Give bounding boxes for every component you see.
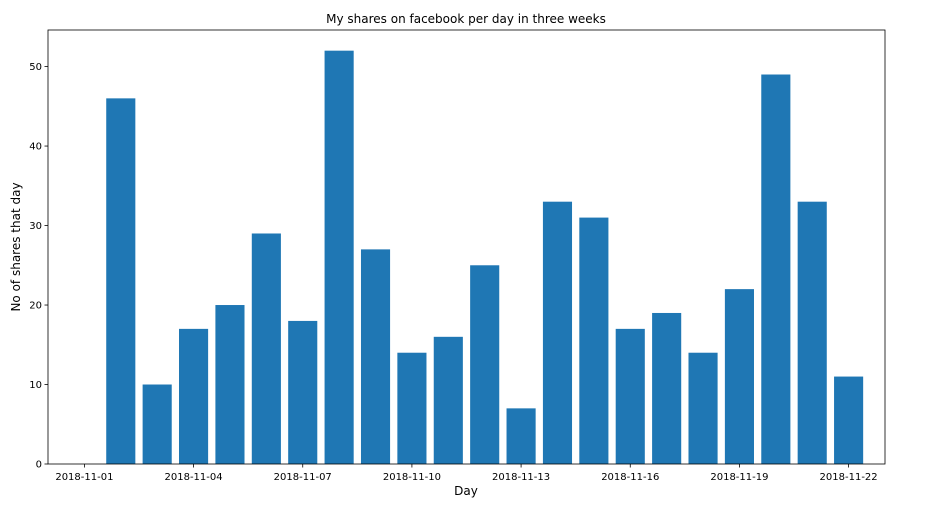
bar [797,201,827,464]
x-tick-label: 2018-11-04 [165,472,223,483]
bar [288,320,318,464]
plot-area: 0 10 20 30 40 50 2018-11-01 2018-11-04 2018-11-0… [29,29,886,483]
bar [470,265,500,464]
bar [542,201,573,464]
bar [215,305,245,464]
bar [506,408,536,464]
x-axis-label: Day [454,484,478,498]
chart-title: My shares on facebook per day in three w… [326,12,606,26]
x-tick-label: 2018-11-01 [55,472,113,483]
x-tick-label: 2018-11-22 [820,472,878,483]
bar [397,352,427,464]
x-tick-label: 2018-11-07 [274,472,332,483]
bar [324,50,354,465]
y-tick-label: 10 [29,380,42,391]
bar [615,328,645,464]
y-tick-label: 40 [29,142,42,153]
y-tick-label: 50 [29,62,42,73]
bar [652,312,682,464]
bar [834,376,864,464]
bar [724,289,754,464]
x-tick-label: 2018-11-13 [492,472,550,483]
y-tick-label: 0 [36,460,42,471]
bar [179,328,209,464]
bar [688,352,718,464]
bar [579,217,609,464]
bar [142,384,172,464]
x-tick-label: 2018-11-19 [710,472,768,483]
bar [761,74,791,464]
bar [433,336,463,464]
y-tick-label: 30 [29,221,42,232]
y-axis-label: No of shares that day [9,182,23,311]
plot-frame [47,29,886,465]
x-tick-label: 2018-11-10 [383,472,441,483]
bar [251,233,281,464]
bar [106,98,136,465]
x-tick-label: 2018-11-16 [601,472,659,483]
y-tick-label: 20 [29,301,42,312]
bar [360,249,391,464]
